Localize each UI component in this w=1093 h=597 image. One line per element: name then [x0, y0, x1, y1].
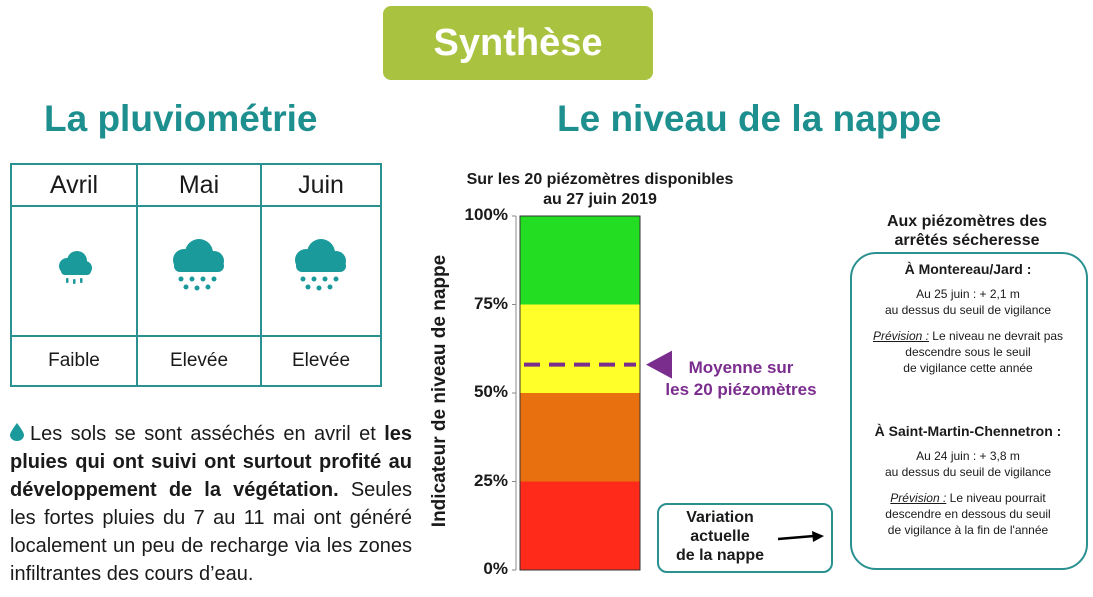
right-arrow-icon — [777, 531, 824, 542]
mean-pointer-icon — [646, 350, 672, 379]
variation-box — [657, 503, 833, 573]
level-band-2 — [520, 304, 640, 393]
cloud-heavy-rain-icon — [173, 238, 224, 290]
rain-icon-cell — [10, 205, 138, 337]
right-panel-title-line: arrêtés sécheresse — [894, 232, 1040, 249]
prevision-label: Prévision : — [872, 329, 929, 343]
site-name: À Montereau/Jard : — [904, 261, 1032, 277]
site-measure: Au 25 juin : + 2,1 m — [916, 287, 1020, 301]
cloud-light-rain-icon — [59, 250, 92, 284]
site-measure: au dessus du seuil de vigilance — [884, 465, 1052, 479]
y-tick-label: 0% — [483, 559, 508, 578]
variation-line: actuelle — [690, 528, 750, 545]
prevision-text: descendre sous le seuil — [905, 345, 1031, 359]
synthese-badge: Synthèse — [383, 6, 653, 80]
level-band-3 — [520, 216, 640, 305]
rain-level-label: Elevée — [136, 335, 262, 387]
site-measure: Au 24 juin : + 3,8 m — [916, 449, 1020, 463]
month-header: Mai — [136, 163, 262, 207]
rain-icon-cell — [136, 205, 262, 337]
prevision-text: descendre en dessous du seuil — [885, 507, 1051, 521]
prevision-text: de vigilance cette année — [903, 361, 1033, 375]
variation-line: Variation — [686, 509, 754, 526]
paragraph-bold: les pluies qui ont suivi ont surtout pro… — [10, 423, 412, 501]
site-saint-martin: À Saint-Martin-Chennetron : Au 24 juin :… — [852, 423, 1084, 538]
site-measure: au dessus du seuil de vigilance — [884, 303, 1052, 317]
rain-level-label: Faible — [10, 335, 138, 387]
month-header: Juin — [260, 163, 382, 207]
pluviometrie-heading: La pluviométrie — [44, 98, 318, 139]
right-panel-title: Aux piézomètres des arrêtés sécheresse — [852, 212, 1082, 250]
chart-bar-border — [519, 215, 641, 571]
chart-title-line: Sur les 20 piézomètres disponibles — [466, 171, 734, 188]
site-name: À Saint-Martin-Chennetron : — [874, 423, 1062, 439]
variation-label: Variation actuelle de la nappe — [660, 508, 780, 565]
prevision-text: Le niveau ne devrait pas — [928, 329, 1064, 343]
paragraph-text: Seules les fortes pluies du 7 au 11 mai … — [10, 479, 412, 585]
y-tick-label: 25% — [473, 470, 508, 490]
prevision-label: Prévision : — [890, 491, 947, 505]
level-band-0 — [520, 481, 640, 570]
summary-paragraph: Les sols se sont asséchés en avril et le… — [10, 420, 412, 588]
rain-level-label: Elevée — [260, 335, 382, 387]
rain-icon-cell — [260, 205, 382, 337]
rainfall-table: Avril Mai Juin — [10, 163, 382, 387]
level-band-1 — [520, 393, 640, 482]
chart-title: Sur les 20 piézomètres disponibles au 27… — [430, 170, 770, 210]
y-tick-label: 100% — [464, 205, 508, 224]
mean-label: Moyenne sur les 20 piézomètres — [656, 357, 826, 401]
water-drop-icon — [10, 423, 24, 441]
paragraph-text: Les sols se sont asséchés en avril et — [30, 423, 385, 445]
nappe-heading: Le niveau de la nappe — [557, 98, 942, 139]
right-panel-title-line: Aux piézomètres des — [886, 213, 1048, 230]
mean-label-line: Moyenne sur — [688, 358, 794, 377]
variation-line: de la nappe — [675, 547, 765, 564]
month-header: Avril — [10, 163, 138, 207]
y-tick-label: 50% — [473, 382, 508, 401]
mean-label-line: les 20 piézomètres — [665, 380, 817, 399]
y-tick-label: 75% — [473, 293, 508, 313]
cloud-heavy-rain-icon — [295, 238, 346, 290]
right-panel-box — [850, 252, 1088, 570]
prevision-text: de vigilance à la fin de l'année — [887, 523, 1049, 537]
chart-title-line: au 27 juin 2019 — [543, 191, 657, 208]
prevision-text: Le niveau pourrait — [946, 491, 1046, 505]
site-montereau: À Montereau/Jard : Au 25 juin : + 2,1 m … — [852, 261, 1084, 376]
